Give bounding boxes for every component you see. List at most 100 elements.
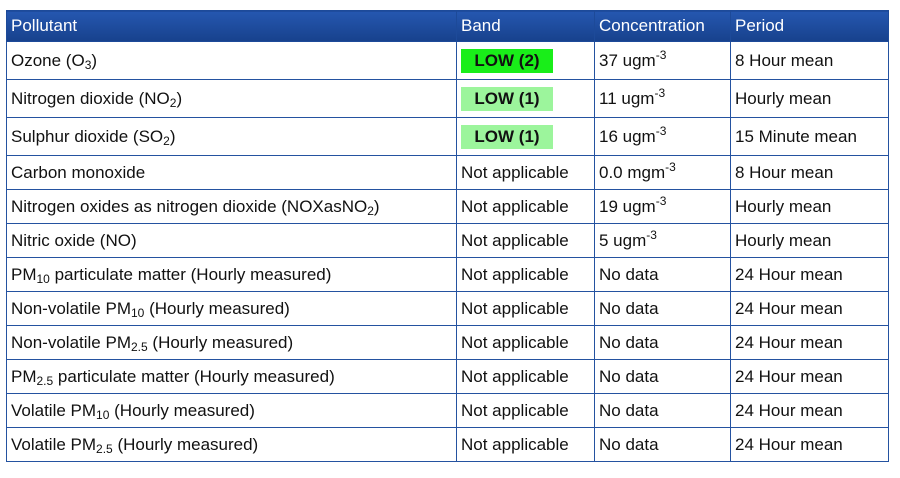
header-pollutant: Pollutant [6, 10, 457, 42]
concentration-cell: No data [594, 257, 731, 292]
pollutant-cell: Non-volatile PM2.5 (Hourly measured) [6, 325, 457, 360]
header-band: Band [456, 10, 595, 42]
pollutant-subscript: 2 [163, 133, 170, 148]
concentration-exponent: -3 [655, 193, 667, 208]
band-text: Not applicable [461, 196, 569, 216]
concentration-value: 11 ugm [599, 88, 655, 108]
concentration-cell: 37 ugm-3 [594, 41, 731, 80]
pollutant-cell: Volatile PM10 (Hourly measured) [6, 393, 457, 428]
band-cell: LOW (1) [456, 79, 595, 118]
concentration-cell: No data [594, 359, 731, 394]
period-cell: 24 Hour mean [730, 325, 889, 360]
pollutant-name: Nitrogen dioxide (NO [11, 88, 170, 108]
band-cell: LOW (2) [456, 41, 595, 80]
concentration-exponent: -3 [654, 85, 666, 100]
table-row: Nitrogen oxides as nitrogen dioxide (NOX… [6, 189, 889, 224]
band-badge: LOW (1) [461, 124, 553, 149]
pollutant-subscript: 10 [131, 305, 145, 320]
pollutant-cell: Nitrogen dioxide (NO2) [6, 79, 457, 118]
band-badge: LOW (1) [461, 86, 553, 111]
pollutant-subscript: 10 [36, 271, 50, 286]
band-text: Not applicable [461, 162, 569, 182]
table-row: Ozone (O3) LOW (2) 37 ugm-3 8 Hour mean [6, 41, 889, 80]
concentration-cell: No data [594, 291, 731, 326]
band-text: Not applicable [461, 264, 569, 284]
pollutant-name: PM [11, 366, 37, 386]
pollutant-cell: Volatile PM2.5 (Hourly measured) [6, 427, 457, 462]
period-cell: 24 Hour mean [730, 257, 889, 292]
concentration-value: No data [599, 264, 659, 284]
period-cell: 24 Hour mean [730, 393, 889, 428]
band-text: Not applicable [461, 400, 569, 420]
concentration-value: 19 ugm [599, 196, 656, 216]
band-cell: Not applicable [456, 189, 595, 224]
concentration-cell: 16 ugm-3 [594, 117, 731, 156]
pollutant-name: Volatile PM [11, 434, 97, 454]
pollutant-subscript: 2 [367, 203, 374, 218]
concentration-value: No data [599, 434, 659, 454]
pollutant-name-suffix: ) [373, 196, 380, 216]
concentration-cell: 0.0 mgm-3 [594, 155, 731, 190]
concentration-value: No data [599, 298, 659, 318]
pollutant-cell: Nitrogen oxides as nitrogen dioxide (NOX… [6, 189, 457, 224]
period-cell: 8 Hour mean [730, 41, 889, 80]
concentration-exponent: -3 [655, 123, 667, 138]
band-cell: Not applicable [456, 359, 595, 394]
pollutant-name: Volatile PM [11, 400, 97, 420]
period-cell: 8 Hour mean [730, 155, 889, 190]
concentration-exponent: -3 [665, 159, 676, 174]
table-row: Nitrogen dioxide (NO2) LOW (1) 11 ugm-3 Hou… [6, 79, 889, 118]
pollutant-cell: PM10 particulate matter (Hourly measured… [6, 257, 457, 292]
pollutant-subscript: 2.5 [96, 441, 113, 456]
pollutant-name-suffix: particulate matter (Hourly measured) [49, 264, 332, 284]
period-cell: 24 Hour mean [730, 427, 889, 462]
band-cell: Not applicable [456, 223, 595, 258]
pollutant-cell: PM2.5 particulate matter (Hourly measure… [6, 359, 457, 394]
pollutant-name: Nitrogen oxides as nitrogen dioxide (NOX… [11, 196, 368, 216]
pollutant-subscript: 3 [84, 57, 92, 72]
pollutant-name-suffix: (Hourly measured) [109, 400, 255, 420]
period-cell: 24 Hour mean [730, 291, 889, 326]
table-row: Non-volatile PM10 (Hourly measured) Not a… [6, 291, 889, 326]
table-header-row: Pollutant Band Concentration Period [6, 10, 889, 42]
pollutant-name: Non-volatile PM [11, 332, 131, 352]
pollutant-name: Ozone (O [11, 50, 85, 70]
band-text: Not applicable [461, 434, 569, 454]
pollutant-cell: Nitric oxide (NO) [6, 223, 457, 258]
header-concentration: Concentration [594, 10, 731, 42]
pollutant-cell: Sulphur dioxide (SO2) [6, 117, 457, 156]
concentration-value: 37 ugm [599, 50, 656, 70]
table-body: Ozone (O3) LOW (2) 37 ugm-3 8 Hour mean Nitr… [6, 41, 889, 462]
concentration-value: No data [599, 332, 659, 352]
pollutant-subscript: 2 [169, 95, 177, 110]
header-period: Period [730, 10, 889, 42]
pollutant-name: Sulphur dioxide (SO [11, 126, 164, 146]
band-cell: LOW (1) [456, 117, 595, 156]
pollutant-subscript: 10 [96, 407, 110, 422]
band-cell: Not applicable [456, 257, 595, 292]
table-row: Non-volatile PM2.5 (Hourly measured) Not … [6, 325, 889, 360]
table-row: Nitric oxide (NO) Not applicable 5 ugm-3 Ho… [6, 223, 889, 258]
table-row: Volatile PM2.5 (Hourly measured) Not appl… [6, 427, 889, 462]
concentration-cell: No data [594, 393, 731, 428]
concentration-value: 16 ugm [599, 126, 656, 146]
concentration-value: No data [599, 366, 659, 386]
band-cell: Not applicable [456, 393, 595, 428]
pollutant-name-suffix: ) [169, 126, 176, 146]
band-text: Not applicable [461, 298, 569, 318]
pollutant-cell: Carbon monoxide [6, 155, 457, 190]
table-row: PM10 particulate matter (Hourly measured… [6, 257, 889, 292]
pollutant-name: PM [11, 264, 37, 284]
pollutant-name-suffix: ) [91, 50, 98, 70]
band-text: Not applicable [461, 332, 569, 352]
pollutant-name-suffix: (Hourly measured) [147, 332, 294, 352]
pollutant-name-suffix: ) [176, 88, 183, 108]
concentration-value: No data [599, 400, 659, 420]
period-cell: Hourly mean [730, 79, 889, 118]
pollutant-name-suffix: (Hourly measured) [144, 298, 290, 318]
band-cell: Not applicable [456, 291, 595, 326]
pollutant-name: Non-volatile PM [11, 298, 131, 318]
table-row: Sulphur dioxide (SO2) LOW (1) 16 ugm-3 15 M… [6, 117, 889, 156]
concentration-cell: 11 ugm-3 [594, 79, 731, 118]
concentration-exponent: -3 [646, 227, 657, 242]
